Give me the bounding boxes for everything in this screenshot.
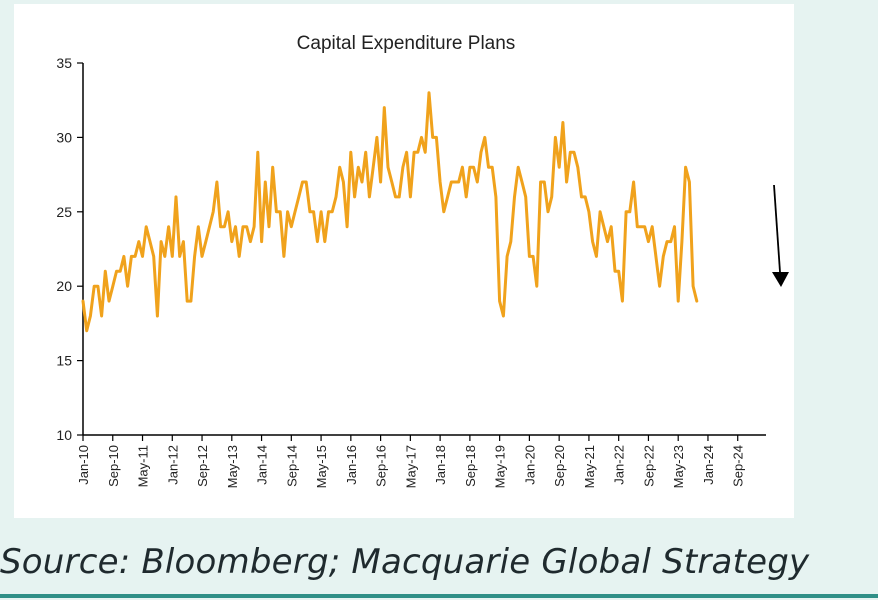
x-tick-label: May-15 — [314, 445, 329, 488]
x-tick-label: Sep-14 — [284, 445, 299, 487]
x-tick-label: Jan-22 — [612, 445, 627, 485]
x-tick-label: Sep-18 — [463, 445, 478, 487]
x-axis-ticks: Jan-10 Sep-10 May-11 Jan-12 Sep-12 May-13 Jan-… — [76, 435, 746, 488]
x-tick-label: Sep-22 — [641, 445, 656, 487]
x-tick-label: Jan-16 — [344, 445, 359, 485]
y-tick-label: 30 — [56, 129, 72, 145]
series-line — [81, 91, 699, 333]
line-chart: Capital Expenditure Plans 10 15 20 25 30 35 J… — [56, 33, 789, 488]
y-tick-label: 15 — [56, 353, 72, 369]
y-tick-label: 25 — [56, 204, 72, 220]
y-axis-ticks: 10 15 20 25 30 35 — [56, 55, 83, 443]
x-tick-label: Sep-12 — [195, 445, 210, 487]
x-tick-label: May-11 — [136, 445, 151, 487]
x-tick-label: May-21 — [582, 445, 597, 488]
x-tick-label: May-19 — [493, 445, 508, 488]
x-tick-label: Jan-12 — [165, 445, 180, 485]
x-tick-label: Sep-24 — [731, 445, 746, 487]
x-tick-label: Jan-18 — [433, 445, 448, 485]
chart-panel: Capital Expenditure Plans 10 15 20 25 30 35 J… — [14, 4, 794, 518]
bottom-rule — [0, 594, 878, 598]
x-tick-label: Sep-10 — [106, 445, 121, 487]
x-tick-label: May-17 — [403, 445, 418, 488]
x-tick-label: Jan-14 — [255, 445, 270, 485]
x-tick-label: Sep-16 — [374, 445, 389, 487]
down-arrow-annotation — [772, 184, 789, 287]
x-tick-label: May-23 — [671, 445, 686, 488]
x-tick-label: Jan-10 — [76, 445, 91, 485]
x-tick-label: Sep-20 — [552, 445, 567, 487]
y-tick-label: 10 — [56, 427, 72, 443]
x-tick-label: May-13 — [225, 445, 240, 488]
x-tick-label: Jan-20 — [522, 445, 537, 485]
x-tick-label: Jan-24 — [701, 445, 716, 485]
chart-title: Capital Expenditure Plans — [297, 33, 516, 54]
y-tick-label: 35 — [56, 55, 72, 71]
y-tick-label: 20 — [56, 278, 72, 294]
source-caption: Source: Bloomberg; Macquarie Global Stra… — [0, 542, 810, 582]
